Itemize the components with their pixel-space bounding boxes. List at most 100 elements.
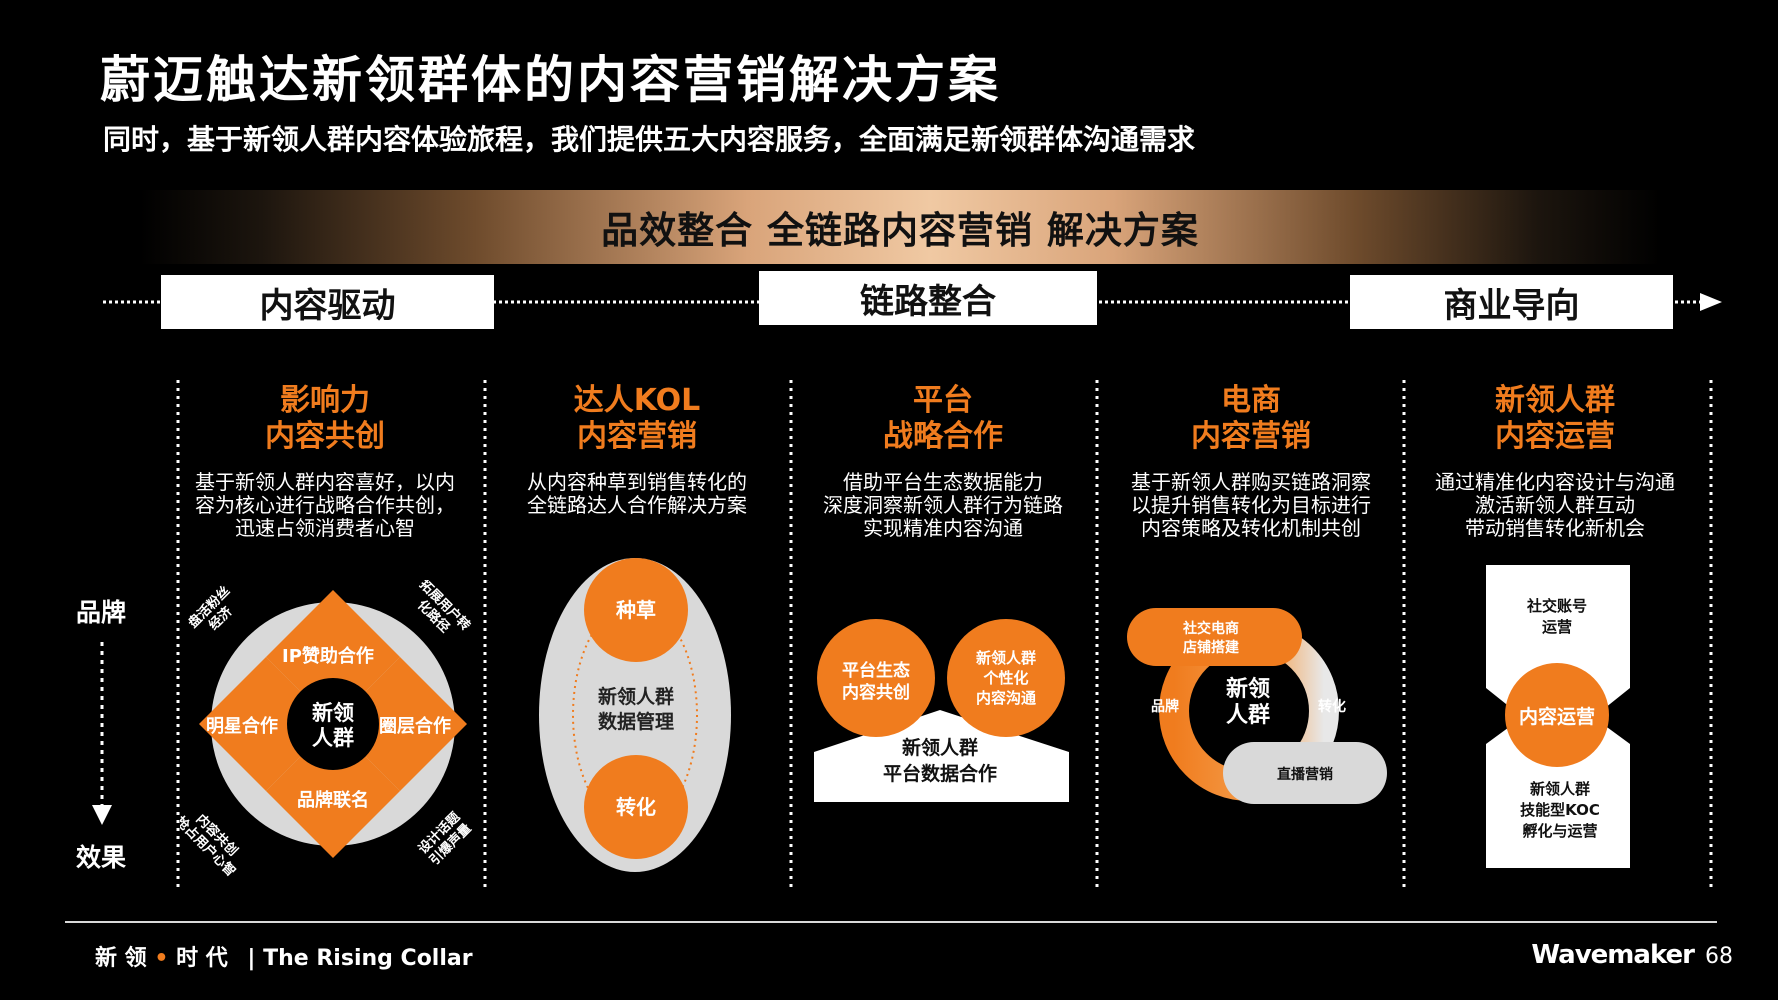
col3-title-line1: 平台 — [913, 383, 973, 418]
footer-left-part: 时 代 — [176, 946, 228, 971]
kol-top-text: 种草 — [615, 598, 656, 622]
footer-right: Wavemaker 68 — [1531, 940, 1733, 970]
col3-title-line2: 战略合作 — [883, 419, 1003, 454]
platform-left-line2: 内容共创 — [842, 682, 910, 703]
col1-desc-line: 迅速占领消费者心智 — [235, 516, 415, 540]
operations-top-line2: 运营 — [1542, 618, 1572, 636]
operations-bottom-line2: 技能型KOC — [1520, 801, 1600, 819]
ecommerce-top-line2: 店铺搭建 — [1183, 639, 1239, 656]
col5-title-line2: 内容运营 — [1495, 419, 1615, 454]
diagram-operations: 社交账号 运营 新领人群 技能型KOC 孵化与运营 内容运营 — [1486, 565, 1630, 868]
axis-down-arrow — [92, 642, 112, 825]
col5-description: 通过精准化内容设计与沟通 激活新领人群互动 带动销售转化新机会 — [1405, 471, 1705, 540]
operations-center-circle — [1505, 663, 1609, 767]
page-title: 蔚迈触达新领群体的内容营销解决方案 — [100, 51, 1001, 109]
col2-title-line2: 内容营销 — [577, 419, 697, 454]
col4-desc-line: 内容策略及转化机制共创 — [1141, 516, 1361, 540]
axis-effect-label: 效果 — [76, 843, 127, 872]
phase-content-driven: 内容驱动 — [161, 275, 494, 329]
col3-desc-line: 实现精准内容沟通 — [863, 516, 1023, 540]
phase-chain-integration: 链路整合 — [759, 271, 1097, 325]
banner-text: 品效整合 全链路内容营销 解决方案 — [601, 209, 1199, 252]
operations-top-line1: 社交账号 — [1526, 597, 1587, 615]
platform-right-line2: 个性化 — [982, 669, 1028, 687]
ecommerce-right-label: 转化 — [1318, 698, 1346, 715]
kol-middle-line2: 数据管理 — [598, 710, 674, 733]
col2-desc-line: 从内容种草到销售转化的 — [527, 470, 747, 494]
col5-desc-line: 带动销售转化新机会 — [1465, 516, 1645, 540]
petal-top: IP赞助合作 — [282, 645, 374, 667]
solution-banner: 品效整合 全链路内容营销 解决方案 — [140, 190, 1660, 264]
ecommerce-top-line1: 社交电商 — [1182, 620, 1239, 637]
platform-base-line2: 平台数据合作 — [883, 762, 997, 785]
col1-title: 影响力 内容共创 — [175, 383, 475, 455]
brand-logo: Wavemaker — [1531, 940, 1695, 970]
footer-left-part: 新 领 — [95, 946, 147, 971]
col2-title: 达人KOL 内容营销 — [487, 383, 787, 455]
platform-right-circle — [947, 619, 1065, 737]
platform-base-line1: 新领人群 — [902, 736, 978, 759]
page-subtitle: 同时，基于新领人群内容体验旅程，我们提供五大内容服务，全面满足新领群体沟通需求 — [103, 123, 1196, 156]
col5-desc-line: 通过精准化内容设计与沟通 — [1435, 470, 1675, 494]
center-line1: 新领 — [312, 701, 354, 725]
col4-title-line2: 内容营销 — [1191, 419, 1311, 454]
petal-right: 圈层合作 — [379, 715, 451, 737]
col4-description: 基于新领人群购买链路洞察 以提升销售转化为目标进行 内容策略及转化机制共创 — [1101, 471, 1401, 540]
column-separators — [176, 380, 1713, 890]
ecommerce-left-label: 品牌 — [1151, 698, 1179, 715]
diamond-bottom — [266, 724, 400, 858]
operations-bottom-line1: 新领人群 — [1530, 780, 1590, 798]
petal-bottom: 品牌联名 — [297, 789, 369, 811]
axis-brand-label: 品牌 — [76, 598, 127, 627]
col4-desc-line: 基于新领人群购买链路洞察 — [1131, 470, 1371, 494]
col2-description: 从内容种草到销售转化的 全链路达人合作解决方案 — [487, 471, 787, 517]
col4-title: 电商 内容营销 — [1101, 383, 1401, 455]
ecommerce-center-line1: 新领 — [1226, 676, 1270, 702]
center-line2: 人群 — [312, 726, 354, 750]
ecommerce-bottom-pill — [1223, 742, 1387, 804]
operations-bottom-card — [1486, 722, 1630, 868]
footer-left: 新 领 • 时 代 | The Rising Collar — [95, 940, 473, 972]
col1-title-line2: 内容共创 — [265, 419, 385, 454]
diagram-influence: 新领 人群 IP赞助合作 明星合作 圈层合作 品牌联名 盘活粉丝 经济 拓展用户… — [180, 580, 475, 880]
col4-title-line1: 电商 — [1221, 383, 1281, 418]
col3-desc-line: 借助平台生态数据能力 — [843, 470, 1043, 494]
diagram-kol: 种草 转化 新领人群 数据管理 — [539, 558, 731, 872]
phase-business-oriented: 商业导向 — [1350, 275, 1673, 329]
footer-tagline: | The Rising Collar — [247, 946, 473, 971]
kol-bottom-circle — [584, 755, 688, 859]
col3-desc-line: 深度洞察新领人群行为链路 — [823, 493, 1063, 517]
diagram-ecommerce: 社交电商 店铺搭建 新领 人群 品牌 转化 直播营销 — [1127, 608, 1387, 804]
platform-right-line3: 内容沟通 — [976, 689, 1036, 707]
kol-middle-line1: 新领人群 — [598, 685, 674, 708]
col5-title-line1: 新领人群 — [1495, 383, 1615, 418]
col3-title: 平台 战略合作 — [793, 383, 1093, 455]
platform-left-line1: 平台生态 — [842, 660, 910, 681]
kol-top-circle — [584, 558, 688, 662]
ecommerce-top-pill — [1127, 608, 1302, 666]
col1-title-line1: 影响力 — [280, 383, 370, 418]
page-number: 68 — [1705, 944, 1733, 969]
footer-dot: • — [154, 946, 169, 971]
col5-desc-line: 激活新领人群互动 — [1475, 493, 1635, 517]
col2-title-line1: 达人KOL — [573, 383, 701, 418]
footer-divider — [65, 921, 1717, 923]
operations-bottom-line3: 孵化与运营 — [1522, 822, 1597, 840]
col1-desc-line: 基于新领人群内容喜好，以内 — [195, 470, 455, 494]
ecommerce-bottom-text: 直播营销 — [1277, 766, 1333, 783]
kol-bottom-text: 转化 — [616, 795, 656, 819]
col1-desc-line: 容为核心进行战略合作共创， — [195, 493, 455, 517]
col3-description: 借助平台生态数据能力 深度洞察新领人群行为链路 实现精准内容沟通 — [793, 471, 1093, 540]
operations-top-card — [1486, 565, 1630, 712]
col1-description: 基于新领人群内容喜好，以内 容为核心进行战略合作共创， 迅速占领消费者心智 — [175, 471, 475, 540]
platform-left-circle — [817, 619, 935, 737]
col4-desc-line: 以提升销售转化为目标进行 — [1131, 493, 1371, 517]
col2-desc-line: 全链路达人合作解决方案 — [527, 493, 747, 517]
center-circle — [287, 678, 379, 770]
diagram-platform: 平台生态 内容共创 新领人群 个性化 内容沟通 新领人群 平台数据合作 — [814, 619, 1069, 802]
operations-center-text: 内容运营 — [1519, 705, 1595, 728]
petal-left: 明星合作 — [206, 715, 278, 737]
col5-title: 新领人群 内容运营 — [1405, 383, 1705, 455]
ecommerce-center-line2: 人群 — [1226, 702, 1270, 728]
platform-right-line1: 新领人群 — [976, 649, 1036, 667]
